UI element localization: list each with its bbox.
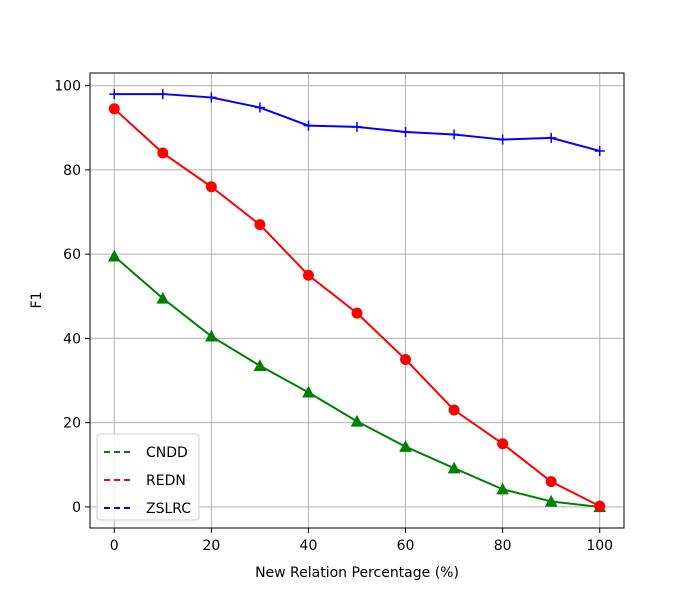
data-point-cndd bbox=[302, 385, 315, 398]
x-tick-label: 100 bbox=[586, 538, 613, 554]
data-point-zslrc bbox=[206, 92, 217, 103]
data-point-redn bbox=[400, 353, 412, 365]
data-point-cndd bbox=[205, 329, 218, 342]
legend-label-cndd: CNDD bbox=[146, 445, 188, 461]
data-point-zslrc bbox=[594, 145, 605, 156]
ticks: 0 20 40 60 80 100 0 20 40 60 80 100 bbox=[54, 79, 613, 554]
x-tick-label: 20 bbox=[202, 538, 220, 554]
data-point-zslrc bbox=[303, 120, 314, 131]
data-point-redn bbox=[302, 269, 314, 281]
data-point-cndd bbox=[544, 494, 558, 507]
data-point-redn bbox=[205, 181, 217, 193]
data-point-cndd bbox=[496, 482, 509, 495]
series-zslrc bbox=[109, 89, 605, 156]
data-point-zslrc bbox=[497, 134, 508, 145]
data-point-zslrc bbox=[449, 129, 460, 140]
data-point-redn bbox=[545, 476, 557, 488]
y-tick-label: 100 bbox=[54, 79, 81, 95]
data-point-cndd bbox=[399, 440, 412, 452]
data-point-zslrc bbox=[157, 89, 168, 100]
y-tick-label: 0 bbox=[72, 500, 81, 516]
data-point-redn bbox=[351, 307, 363, 319]
data-point-zslrc bbox=[400, 126, 411, 137]
x-tick-label: 80 bbox=[494, 538, 512, 554]
grid bbox=[90, 73, 624, 528]
series-redn bbox=[108, 103, 606, 512]
data-point-cndd bbox=[107, 249, 121, 262]
x-axis-label: New Relation Percentage (%) bbox=[255, 565, 459, 581]
y-tick-label: 20 bbox=[63, 416, 81, 432]
data-point-cndd bbox=[350, 414, 364, 427]
x-tick-label: 60 bbox=[397, 538, 415, 554]
series-layer bbox=[107, 89, 607, 513]
legend-box bbox=[96, 433, 200, 521]
data-point-redn bbox=[254, 219, 266, 231]
legend-label-redn: REDN bbox=[146, 473, 186, 489]
data-point-redn bbox=[497, 438, 509, 450]
data-point-cndd bbox=[447, 461, 461, 474]
x-tick-label: 0 bbox=[110, 538, 119, 554]
data-point-zslrc bbox=[546, 132, 557, 143]
data-point-redn bbox=[448, 404, 460, 416]
y-tick-label: 60 bbox=[63, 247, 81, 263]
data-point-redn bbox=[108, 103, 120, 115]
plot-frame bbox=[89, 72, 625, 529]
y-tick-label: 40 bbox=[63, 331, 81, 347]
data-point-redn bbox=[157, 147, 169, 159]
legend-label-zslrc: ZSLRC bbox=[146, 501, 191, 517]
data-point-zslrc bbox=[109, 89, 120, 100]
y-tick-label: 80 bbox=[63, 163, 81, 179]
data-point-redn bbox=[594, 500, 606, 512]
y-axis-label: F1 bbox=[29, 292, 45, 309]
data-point-zslrc bbox=[254, 102, 265, 113]
data-point-cndd bbox=[253, 359, 267, 371]
data-point-cndd bbox=[156, 291, 170, 304]
data-point-zslrc bbox=[352, 121, 362, 132]
legend: CNDD REDN ZSLRC bbox=[96, 433, 200, 521]
x-tick-label: 40 bbox=[300, 538, 318, 554]
